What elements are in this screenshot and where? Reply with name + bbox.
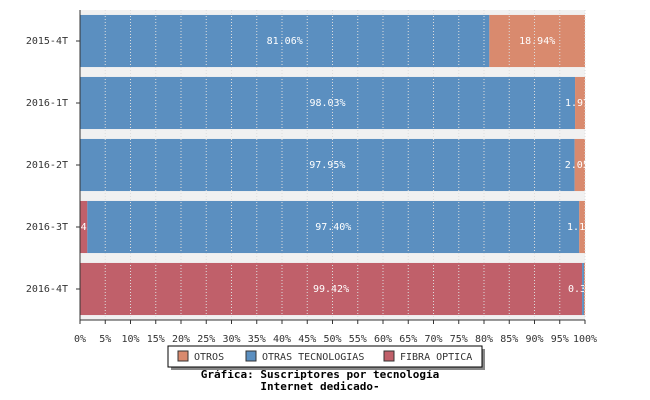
x-tick-label: 0%: [74, 334, 86, 345]
legend-swatch: [177, 350, 189, 362]
bar-segment: [579, 200, 585, 254]
chart-subtitle: Internet dedicado-: [260, 380, 379, 393]
bar-segment: [583, 262, 585, 316]
bar-segment: [87, 200, 580, 254]
bar-segment: [80, 262, 583, 316]
bar-segment: [80, 200, 88, 254]
bar-segment: [489, 14, 585, 68]
plot-area: 81.06% 18.94%98.03% 1.97%97.95% 2.05%1.45% 9…: [80, 14, 598, 316]
bar-segment: [80, 14, 490, 68]
x-tick-label: 30%: [222, 334, 240, 345]
x-tick-label: 90%: [525, 334, 543, 345]
value-label: 97.40%: [315, 222, 351, 233]
x-tick-label: 25%: [197, 334, 215, 345]
x-tick-label: 40%: [273, 334, 291, 345]
x-tick-label: 60%: [374, 334, 392, 345]
x-tick-label: 50%: [323, 334, 341, 345]
y-tick-label: 2015-4T: [26, 36, 68, 47]
legend-swatch: [245, 350, 257, 362]
x-tick-label: 35%: [248, 334, 266, 345]
x-tick-label: 20%: [172, 334, 190, 345]
bar-segment: [574, 138, 585, 192]
x-tick-label: 45%: [298, 334, 316, 345]
legend-swatch: [383, 350, 395, 362]
value-label: 1.15%: [567, 222, 597, 233]
y-tick-label: 2016-2T: [26, 160, 68, 171]
bar-segment: [80, 138, 575, 192]
value-label: 81.06%: [267, 36, 303, 47]
bar-segment: [582, 262, 584, 316]
y-tick-label: 2016-1T: [26, 98, 68, 109]
y-tick-label: 2016-4T: [26, 284, 68, 295]
value-label: 1.97%: [565, 98, 595, 109]
bar-segment: [575, 76, 585, 130]
legend-label: FIBRA OPTICA: [400, 352, 472, 363]
value-label: 99.42%: [313, 284, 349, 295]
x-tick-label: 5%: [99, 334, 111, 345]
legend-label: OTROS: [194, 352, 224, 363]
x-tick-label: 55%: [349, 334, 367, 345]
x-tick-label: 100%: [573, 334, 597, 345]
x-tick-label: 15%: [147, 334, 165, 345]
value-label: 2.05%: [565, 160, 595, 171]
x-tick-label: 85%: [500, 334, 518, 345]
x-tick-label: 70%: [424, 334, 442, 345]
x-tick-label: 65%: [399, 334, 417, 345]
bar-segment: [80, 76, 576, 130]
value-label: 98.03%: [309, 98, 345, 109]
value-label: 97.95%: [309, 160, 345, 171]
chart-title: Gráfica: Suscriptores por tecnología: [201, 368, 439, 381]
x-tick-label: 10%: [121, 334, 139, 345]
x-tick-label: 80%: [475, 334, 493, 345]
x-tick-label: 95%: [551, 334, 569, 345]
x-tick-label: 75%: [450, 334, 468, 345]
value-label: 18.94%: [519, 36, 555, 47]
y-tick-label: 2016-3T: [26, 222, 68, 233]
legend-label: OTRAS TECNOLOGIAS: [262, 352, 364, 363]
value-label: 0.38%: [568, 284, 598, 295]
